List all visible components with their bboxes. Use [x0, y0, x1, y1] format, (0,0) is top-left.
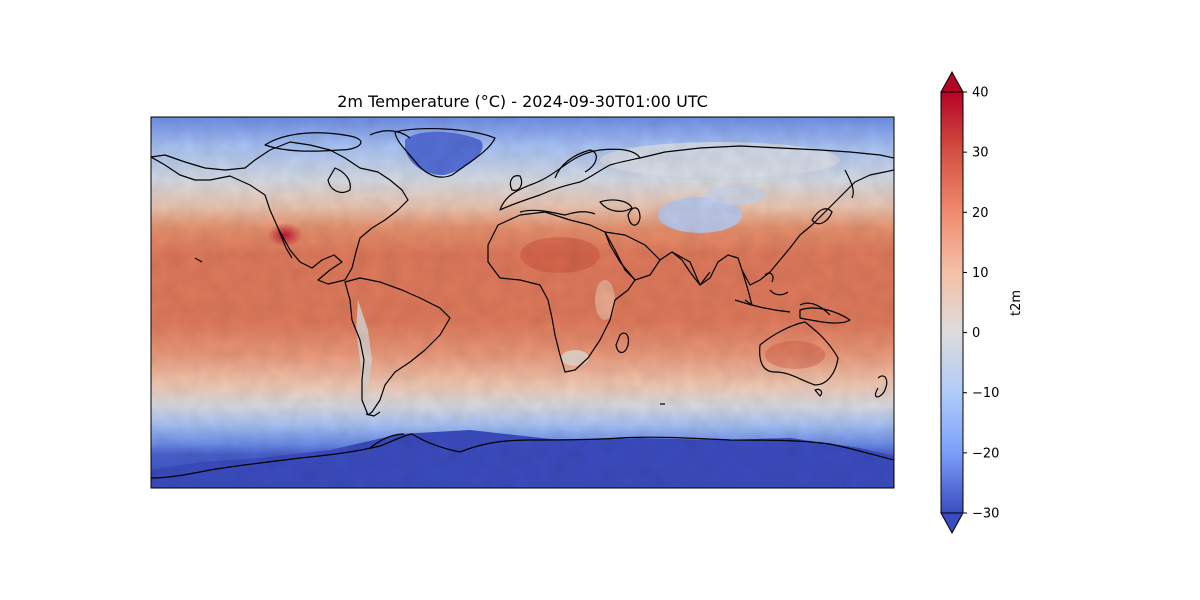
- colorbar-tick-label: −20: [972, 446, 999, 461]
- colorbar-ticks: 40 30 20 10 0 −10 −20 −30: [963, 86, 999, 522]
- colorbar-label: t2m: [1009, 290, 1024, 316]
- colorbar-tick-label: −30: [972, 507, 999, 522]
- coastlines: [151, 128, 894, 479]
- colorbar-tick-label: 20: [972, 206, 989, 221]
- colorbar-tick-label: 0: [972, 326, 980, 341]
- temperature-field: [151, 117, 894, 488]
- colorbar-min-extend: [940, 512, 964, 535]
- colorbar-tick-label: 40: [972, 86, 989, 101]
- map-frame: [150, 116, 895, 489]
- colorbar-tick-label: −10: [972, 386, 999, 401]
- colorbar-gradient: [941, 92, 963, 513]
- map-title: 2m Temperature (°C) - 2024-09-30T01:00 U…: [337, 92, 708, 111]
- colorbar-tick-label: 10: [972, 266, 989, 281]
- colorbar-tick-label: 30: [972, 146, 989, 161]
- colorbar-max-extend: [940, 70, 964, 93]
